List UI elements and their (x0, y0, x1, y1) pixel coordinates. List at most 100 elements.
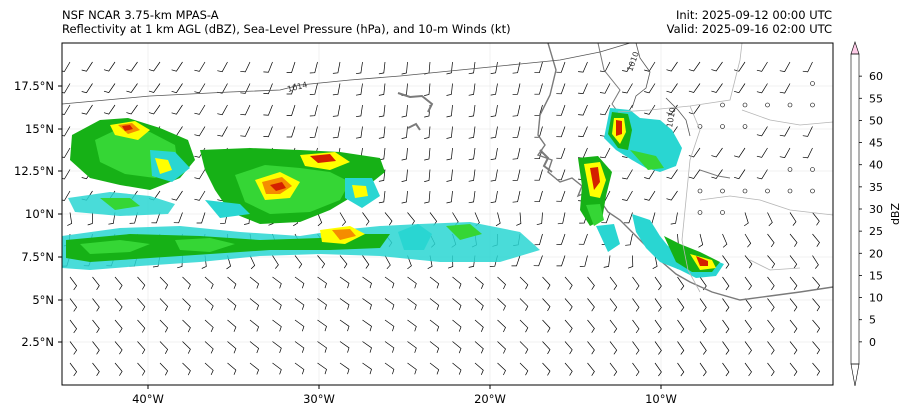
wind-barb (722, 319, 730, 334)
wind-barb (148, 104, 161, 115)
wind-barb (137, 362, 146, 376)
wind-barb (490, 126, 498, 139)
wind-barb (468, 104, 476, 118)
wind-barb (767, 341, 775, 355)
wind-barb (182, 362, 191, 376)
wind-barb (519, 341, 529, 354)
wind-barb (452, 298, 462, 311)
wind-barb (789, 298, 798, 312)
wind-barb (407, 362, 417, 375)
wind-barb (587, 319, 595, 333)
lon-label-20w: 20°W (474, 392, 506, 406)
wind-barb (519, 319, 529, 333)
wind-barb (137, 341, 146, 355)
wind-barb (490, 83, 498, 96)
wind-barb (474, 341, 484, 354)
wind-barb (378, 61, 386, 75)
colorbar-tick-label: 35 (869, 181, 883, 194)
wind-barb (654, 341, 662, 355)
wind-barb (756, 83, 768, 94)
wind-barb (609, 362, 618, 376)
calm-wind-circle (810, 102, 815, 108)
wind-barb (468, 83, 476, 96)
wind-barb (468, 190, 476, 204)
wind-barb (137, 319, 146, 333)
wind-barb (497, 298, 506, 311)
wind-barb (490, 147, 498, 160)
wind-barb (688, 83, 701, 93)
wind-barb (789, 341, 798, 355)
wind-barb (62, 190, 71, 201)
wind-barb (744, 298, 752, 312)
wind-barb (182, 298, 191, 311)
wind-barb (632, 319, 640, 334)
wind-barb (474, 276, 484, 289)
wind-barb (734, 83, 746, 94)
wind-barb (474, 298, 484, 311)
wind-barb (446, 83, 453, 96)
wind-barb (756, 61, 768, 72)
wind-barb (339, 341, 350, 353)
wind-barb (317, 212, 323, 227)
colorbar-tick-label: 55 (869, 92, 883, 105)
wind-barb (519, 362, 529, 376)
wind-barb (609, 298, 618, 312)
wind-barb (92, 362, 100, 376)
wind-barb (62, 147, 71, 158)
wind-barb (654, 276, 662, 291)
map-layers: 1014 1010 1010 (62, 43, 833, 385)
wind-barb (148, 83, 161, 93)
wind-barb (812, 276, 821, 290)
wind-barb (384, 362, 395, 375)
wind-barb (542, 362, 551, 376)
wind-barb (564, 341, 573, 355)
wind-barb (654, 362, 662, 377)
wind-barb (677, 319, 685, 334)
wind-barb (812, 341, 821, 355)
wind-barb (407, 212, 415, 226)
calm-wind-circle (765, 102, 770, 108)
wind-barb (137, 298, 146, 312)
wind-barb (779, 126, 791, 137)
wind-barb (711, 83, 723, 93)
wind-barb (578, 61, 588, 73)
wind-barb (194, 190, 206, 201)
wind-barb (204, 319, 214, 333)
wind-barb (87, 212, 93, 226)
wind-barb (452, 276, 462, 289)
wind-barb (601, 212, 611, 224)
wind-barb (519, 298, 529, 311)
wind-barb (698, 233, 704, 248)
wind-barb (743, 212, 749, 227)
wind-barb (227, 319, 237, 332)
wind-barb (424, 190, 431, 204)
wind-barb (556, 255, 566, 267)
wind-barb (355, 104, 363, 118)
wind-barb (744, 362, 752, 377)
wind-barb (677, 298, 685, 312)
wind-barb (217, 126, 228, 137)
calm-wind-circle (787, 102, 793, 108)
wind-barb (497, 341, 506, 354)
colorbar-tick-label: 45 (869, 137, 883, 150)
wind-barb (812, 255, 819, 269)
wind-barb (332, 83, 341, 96)
calm-wind-circle (697, 124, 703, 129)
wind-barb (272, 319, 282, 332)
wind-barb (126, 104, 138, 115)
wind-barb (92, 319, 100, 333)
wind-barb (92, 298, 100, 312)
wind-barb (556, 147, 566, 159)
wind-barb (652, 255, 658, 270)
wind-barb (249, 341, 260, 354)
wind-barb (767, 212, 773, 227)
wind-barb (490, 61, 498, 74)
lat-labels: 17.5°N 15°N 12.5°N 10°N 7.5°N 5°N 2.5°N (14, 79, 54, 349)
calm-wind-circle (697, 210, 703, 215)
wind-barb (384, 341, 395, 353)
wind-barb (309, 83, 318, 95)
wind-barb (362, 319, 372, 332)
wind-barb (317, 276, 327, 289)
wind-barb (497, 319, 506, 333)
